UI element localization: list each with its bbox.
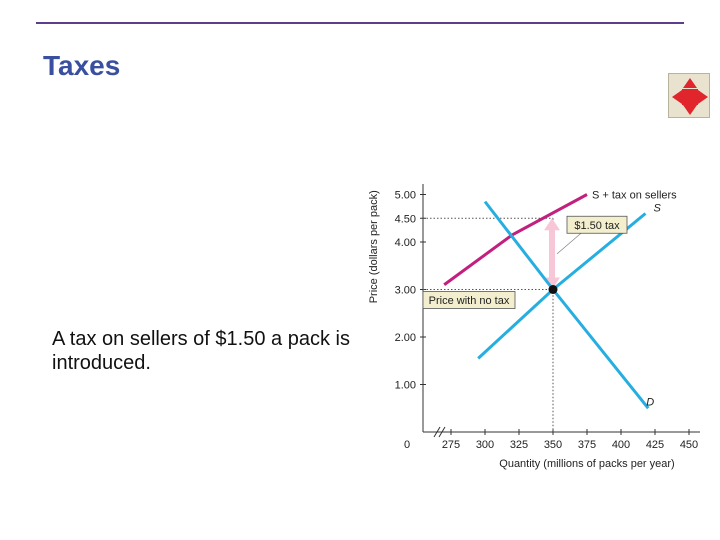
x-tick-label: 425 [646, 439, 664, 451]
y-tick-label: 4.50 [395, 213, 416, 225]
slide-title: Taxes [43, 50, 121, 81]
x-tick-label: 450 [680, 439, 698, 451]
tax-callout-box [566, 215, 628, 234]
x-tick-label: 275 [442, 439, 460, 451]
y-axis-label: Price (dollars per pack) [368, 190, 380, 303]
tax-arrow [544, 218, 560, 290]
axis-break-mark [433, 426, 441, 438]
x-axis-label: Quantity (millions of packs per year) [499, 458, 674, 470]
x-origin-label: 0 [404, 439, 410, 451]
tax-callout-text: $1.50 tax [574, 220, 620, 232]
demand-label: D [646, 396, 654, 408]
x-tick-label: 325 [510, 439, 528, 451]
tax-callout-leader [556, 232, 582, 255]
supply-line [477, 212, 647, 360]
y-tick-label: 5.00 [395, 190, 416, 202]
y-tick-label: 1.00 [395, 380, 416, 392]
no-tax-callout-text: Price with no tax [429, 295, 510, 307]
top-rule [36, 22, 684, 24]
equilibrium-point [548, 285, 558, 294]
x-tick-label: 400 [612, 439, 630, 451]
y-tick-label: 3.00 [395, 285, 416, 297]
y-tick-label: 2.00 [395, 332, 416, 344]
y-tick-label: 4.00 [395, 237, 416, 249]
supply-tax-label: S + tax on sellers [592, 190, 677, 202]
x-tick-label: 300 [476, 439, 494, 451]
move-arrows-icon [672, 78, 708, 115]
x-tick-label: 350 [544, 439, 562, 451]
x-tick-label: 375 [578, 439, 596, 451]
body-text: A tax on sellers of $1.50 a pack is intr… [52, 328, 350, 374]
no-tax-callout-box [422, 291, 516, 309]
axis-break-mark [438, 426, 446, 438]
move-arrows-button[interactable] [668, 73, 710, 118]
supply-label: S [653, 203, 661, 215]
tax-chart: 1.00 2.00 3.00 4.00 4.50 5.00 0 275 300 325 350 375… [368, 184, 700, 470]
